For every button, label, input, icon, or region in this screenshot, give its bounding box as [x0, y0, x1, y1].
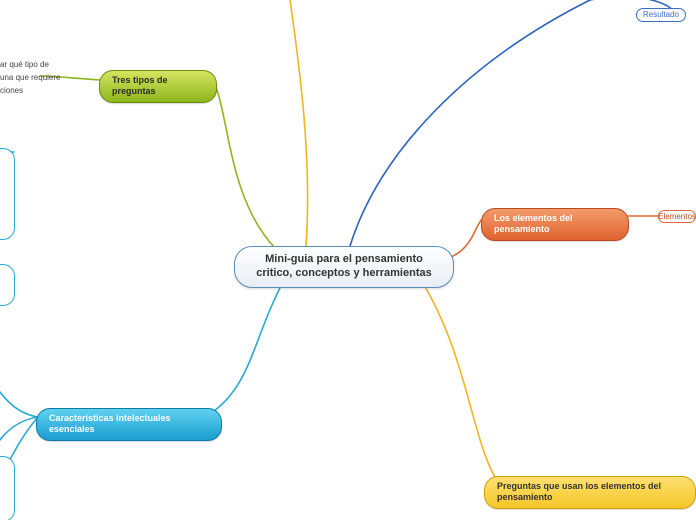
- offscreen-node-edge: [0, 264, 15, 306]
- branch-label: Los elementos del pensamiento: [494, 213, 616, 236]
- subnode-resultado[interactable]: Resultado: [636, 8, 686, 22]
- branch-elementos[interactable]: Los elementos del pensamiento: [481, 208, 629, 241]
- branch-label: Tres tipos de preguntas: [112, 75, 204, 98]
- leaf-text: una que requiere: [0, 73, 61, 83]
- central-topic-label: Mini-guia para el pensamiento critico, c…: [247, 253, 441, 281]
- leaf-text: ciones: [0, 86, 23, 96]
- offscreen-node-edge: [0, 456, 15, 520]
- branch-tres-tipos[interactable]: Tres tipos de preguntas: [99, 70, 217, 103]
- offscreen-node-edge: [0, 148, 15, 240]
- branch-preguntas-elementos[interactable]: Preguntas que usan los elementos del pen…: [484, 476, 696, 509]
- branch-label: Características intelectuales esenciales: [49, 413, 209, 436]
- branch-caracteristicas[interactable]: Características intelectuales esenciales: [36, 408, 222, 441]
- branch-label: Preguntas que usan los elementos del pen…: [497, 481, 683, 504]
- mindmap-canvas: { "viewport": { "width": 696, "height": …: [0, 0, 696, 520]
- leaf-text: ar qué tipo de: [0, 60, 49, 70]
- central-topic[interactable]: Mini-guia para el pensamiento critico, c…: [234, 246, 454, 288]
- subnode-elementos-sub[interactable]: Elementos: [658, 210, 696, 223]
